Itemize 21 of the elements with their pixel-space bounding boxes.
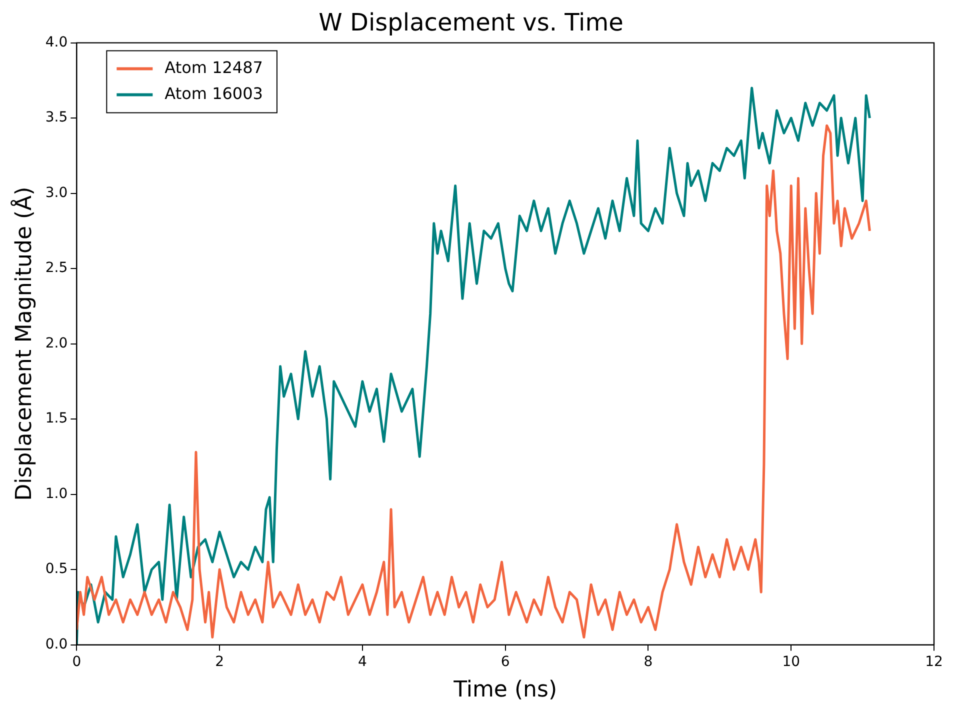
y-tick-label: 3.5 <box>45 110 68 126</box>
x-tick-label: 0 <box>72 654 82 670</box>
x-tick-label: 2 <box>215 654 224 670</box>
y-tick-label: 1.0 <box>45 486 68 502</box>
y-axis-title: Displacement Magnitude (Å) <box>10 186 37 501</box>
x-tick-label: 10 <box>782 654 800 670</box>
y-tick-label: 0.5 <box>45 561 68 578</box>
x-tick-label: 4 <box>358 654 367 670</box>
y-tick-label: 0.0 <box>45 636 68 652</box>
y-tick-label: 4.0 <box>45 34 68 50</box>
y-tick-label: 2.0 <box>45 335 68 352</box>
x-tick-label: 8 <box>644 654 653 670</box>
x-tick-label: 12 <box>925 654 943 670</box>
y-tick-label: 3.0 <box>45 184 68 201</box>
chart-title: W Displacement vs. Time <box>318 8 624 37</box>
x-axis-title: Time (ns) <box>452 678 558 703</box>
y-tick-label: 2.5 <box>45 260 68 276</box>
legend-label: Atom 12487 <box>164 58 263 77</box>
x-tick-label: 6 <box>500 654 510 670</box>
legend-label: Atom 16003 <box>164 84 263 103</box>
y-tick-label: 1.5 <box>45 410 68 427</box>
